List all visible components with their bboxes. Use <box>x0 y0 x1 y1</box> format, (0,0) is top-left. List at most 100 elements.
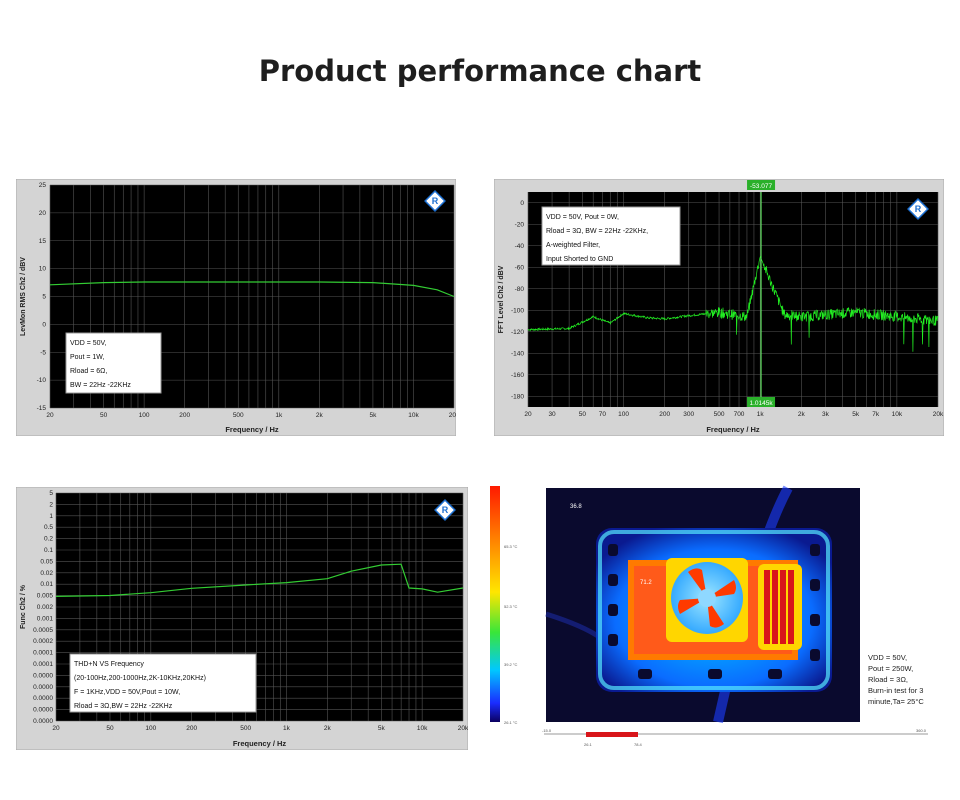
y-tick-label: 0 <box>42 321 46 328</box>
annotation-line: Rload = 6Ω, <box>70 368 107 375</box>
y-tick-label: 0.0005 <box>33 627 53 634</box>
x-tick-label: 10k <box>417 725 428 732</box>
x-tick-label: 5k <box>378 725 386 732</box>
x-tick-label: 100 <box>618 411 629 418</box>
x-axis-label: Frequency / Hz <box>233 739 287 748</box>
y-tick-label: 0.0001 <box>33 661 53 668</box>
logo-diamond <box>424 190 446 212</box>
x-tick-label: 20k <box>458 725 468 732</box>
range-marker <box>586 732 638 737</box>
x-tick-label: 20 <box>46 412 54 419</box>
cursor-x-label: 1.0145k <box>749 400 773 407</box>
y-tick-label: -5 <box>40 349 46 356</box>
x-tick-label: 7k <box>872 411 880 418</box>
x-axis-label: Frequency / Hz <box>225 425 279 434</box>
note-line: minute,Ta= 25°C <box>868 697 924 706</box>
range-label: -15.0 <box>542 728 552 733</box>
x-tick-label: 5k <box>369 412 377 419</box>
y-tick-label: 0.002 <box>37 604 54 611</box>
annotation-line: VDD = 50V, Pout = 0W, <box>546 214 619 221</box>
scale-label: 65.3 °C <box>504 544 517 549</box>
y-tick-label: 10 <box>39 266 47 273</box>
y-tick-label: 15 <box>39 238 47 245</box>
page-title: Product performance chart <box>258 54 702 88</box>
scale-label: 52.3 °C <box>504 604 517 609</box>
annotation-line: A-weighted Filter, <box>546 242 600 249</box>
y-tick-label: 2 <box>49 501 53 508</box>
x-tick-label: 3k <box>822 411 830 418</box>
x-tick-label: 20 <box>52 725 60 732</box>
annotation-box <box>65 332 162 394</box>
y-tick-label: 0.01 <box>40 581 53 588</box>
x-tick-label: 500 <box>233 412 244 419</box>
thermal-image: 65.3 °C 52.3 °C 39.2 °C 26.1 °C 36.8 <box>490 485 928 747</box>
logo-mark: R <box>442 505 449 515</box>
range-marker-label: 78.4 <box>634 742 643 747</box>
y-tick-label: 0.0002 <box>33 638 53 645</box>
note-line: Burn-in test for 3 <box>868 686 924 695</box>
note-line: VDD = 50V, <box>868 653 908 662</box>
range-marker-label: 26.1 <box>584 742 593 747</box>
thermal-note: VDD = 50V, Pout = 250W, Rload = 3Ω, Burn… <box>868 652 924 707</box>
x-tick-label: 20k <box>449 412 456 419</box>
annotation-box <box>541 206 681 266</box>
y-tick-label: 0 <box>520 200 524 207</box>
logo-mark: R <box>432 196 439 206</box>
y-tick-label: -120 <box>511 329 524 336</box>
y-tick-label: 0.0000 <box>33 684 53 691</box>
annotation-line: F = 1KHz,VDD = 50V,Pout = 10W, <box>74 689 180 696</box>
x-tick-label: 50 <box>106 725 114 732</box>
y-tick-label: -140 <box>511 350 524 357</box>
logo-diamond <box>907 198 929 220</box>
chart-rms-level: 20 50 100 200 500 1k 2k 5k 10k 20k -15 -10 -5 0 5 10 15 2… <box>16 179 456 436</box>
y-tick-label: 0.0001 <box>33 650 53 657</box>
y-axis-label: LevMon RMS Ch2 / dBV <box>20 257 27 336</box>
x-tick-label: 700 <box>734 411 745 418</box>
x-axis-label: Frequency / Hz <box>706 425 760 434</box>
x-tick-label: 200 <box>659 411 670 418</box>
analyzer-logo-icon: R <box>907 198 929 220</box>
y-tick-label: 25 <box>39 182 47 189</box>
y-tick-label: -20 <box>515 221 525 228</box>
x-tick-label: 300 <box>683 411 694 418</box>
annotation-line: THD+N VS Frequency <box>74 661 144 668</box>
series-line <box>55 563 464 597</box>
y-tick-label: 1 <box>49 513 53 520</box>
y-tick-label: 20 <box>39 210 47 217</box>
annotation-box <box>69 653 257 713</box>
x-tick-label: 2k <box>324 725 332 732</box>
logo-diamond <box>434 499 456 521</box>
y-tick-label: 0.05 <box>40 558 53 565</box>
scale-label: 39.2 °C <box>504 662 517 667</box>
y-tick-label: 0.2 <box>44 536 53 543</box>
annotation-line: Input Shorted to GND <box>546 256 613 263</box>
y-tick-label: 0.001 <box>37 615 54 622</box>
x-tick-label: 50 <box>100 412 108 419</box>
spot-temperature-label: 36.8 <box>570 504 582 510</box>
y-axis-label: Func Ch2 / % <box>20 584 27 629</box>
series-line <box>49 281 455 298</box>
y-tick-label: 0.02 <box>40 570 53 577</box>
logo-mark: R <box>915 204 922 214</box>
y-tick-label: 0.0000 <box>33 672 53 679</box>
x-tick-label: 5k <box>852 411 860 418</box>
annotation-line: VDD = 50V, <box>70 340 107 347</box>
annotation-line: Rload = 3Ω, BW = 22Hz -22KHz, <box>546 228 648 235</box>
x-tick-label: 2k <box>798 411 806 418</box>
temperature-scale-bar <box>490 486 500 722</box>
x-tick-label: 500 <box>240 725 251 732</box>
x-tick-label: 70 <box>599 411 607 418</box>
analyzer-logo-icon: R <box>434 499 456 521</box>
note-line: Pout = 250W, <box>868 664 914 673</box>
x-tick-label: 100 <box>139 412 150 419</box>
chart-thd-n: 20 50 100 200 500 1k 2k 5k 10k 20k 5 2 1 0.5 0.2 0.1 0.0… <box>16 487 468 750</box>
thermal-image-panel: 65.3 °C 52.3 °C 39.2 °C 26.1 °C 36.8 <box>488 484 938 756</box>
y-tick-label: -60 <box>515 264 525 271</box>
x-tick-label: 200 <box>186 725 197 732</box>
y-tick-label: -40 <box>515 243 525 250</box>
annotation-line: (20-100Hz,200-1000Hz,2K-10KHz,20KHz) <box>74 675 206 682</box>
x-tick-label: 1k <box>283 725 291 732</box>
y-tick-label: -160 <box>511 372 524 379</box>
x-tick-label: 20k <box>933 411 944 418</box>
annotation-line: BW = 22Hz -22KHz <box>70 382 131 389</box>
